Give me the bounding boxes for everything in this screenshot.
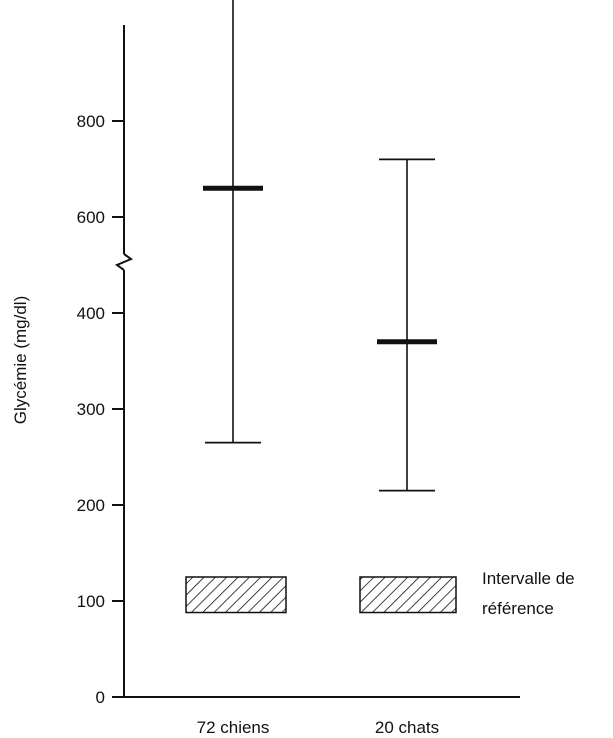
y-tick-label: 300	[77, 400, 105, 419]
reference-label-line1: Intervalle de	[482, 569, 575, 588]
category-label: 72 chiens	[197, 718, 270, 737]
y-tick-label: 100	[77, 592, 105, 611]
y-ticks: 01002003004006008001200	[77, 112, 124, 707]
y-tick-label: 400	[77, 304, 105, 323]
reference-interval-box	[185, 576, 287, 614]
reference-interval-box	[359, 576, 457, 614]
y-axis-title: Glycémie (mg/dl)	[11, 296, 30, 424]
y-tick-label: 200	[77, 496, 105, 515]
range-marks	[203, 0, 437, 492]
category-label: 20 chats	[375, 718, 439, 737]
reference-label-line2: référence	[482, 599, 554, 618]
y-tick-label: 0	[96, 688, 105, 707]
y-tick-label: 600	[77, 208, 105, 227]
axis-break-mark	[114, 253, 134, 271]
reference-intervals	[185, 576, 457, 614]
y-tick-label: 800	[77, 112, 105, 131]
category-labels: 72 chiens 20 chats	[197, 718, 440, 737]
